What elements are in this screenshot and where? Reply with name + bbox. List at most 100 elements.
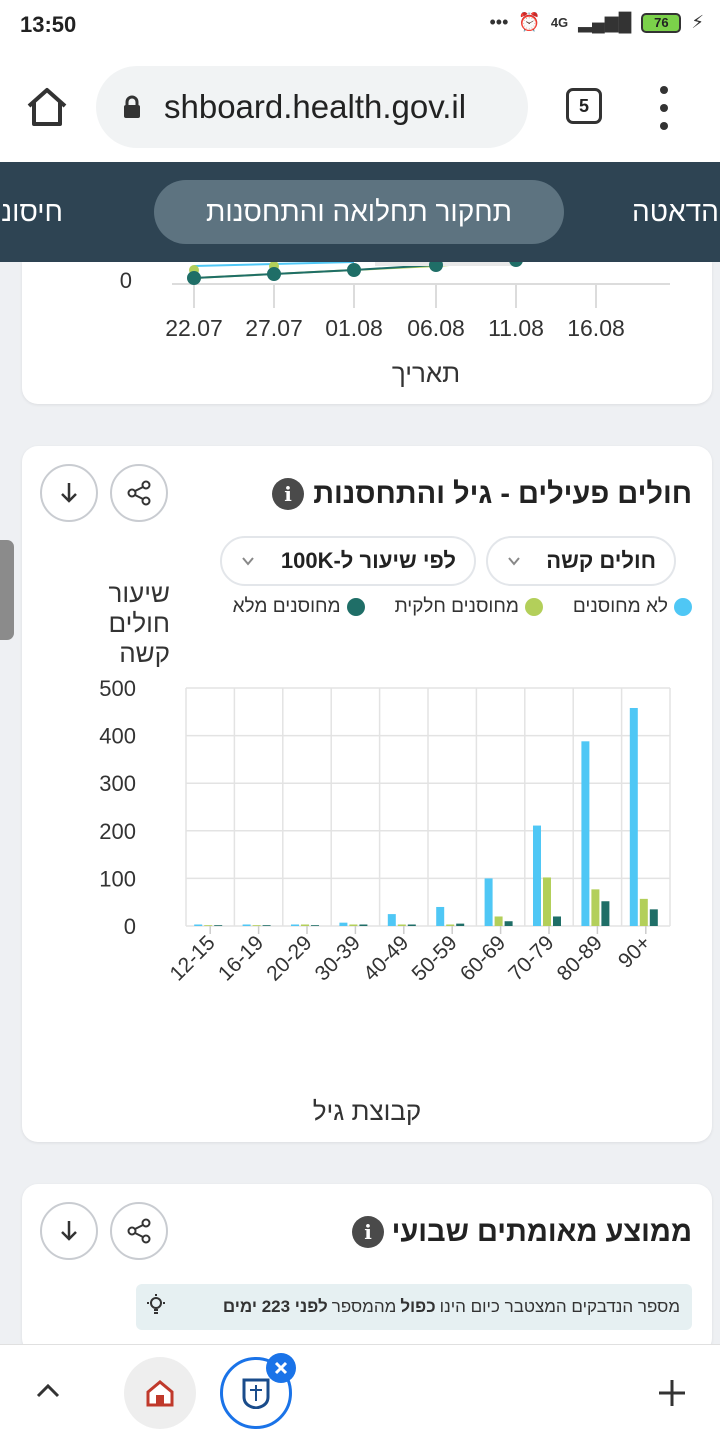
bar <box>446 924 455 926</box>
rate-dropdown-label: לפי שיעור ל-100K <box>280 548 456 573</box>
info-icon[interactable]: i <box>272 478 304 510</box>
tab-thumbnail-store[interactable] <box>124 1357 196 1429</box>
bar <box>436 906 445 926</box>
bar <box>533 825 541 926</box>
nav-item-vaccinations[interactable]: חיסוני <box>0 196 63 227</box>
bar <box>387 914 396 926</box>
lock-icon <box>124 95 140 118</box>
x-tick-label: 11.08 <box>488 315 544 341</box>
metric-dropdown-label: חולים קשה <box>546 548 656 573</box>
insight-tip: מספר הנדבקים המצטבר כיום הינו כפול מהמספ… <box>136 1284 692 1330</box>
bar <box>194 924 203 926</box>
bar <box>252 925 261 926</box>
new-tab-plus-icon[interactable] <box>656 1377 688 1409</box>
lightbulb-icon <box>144 1293 168 1322</box>
download-button[interactable] <box>40 1202 98 1260</box>
address-bar[interactable]: shboard.health.gov.il <box>96 66 528 148</box>
chevron-up-icon[interactable] <box>34 1381 62 1401</box>
bar <box>214 925 223 926</box>
close-tab-button[interactable] <box>266 1353 296 1383</box>
x-axis-label: תאריך <box>392 358 460 388</box>
x-tick-label: 20-29 <box>262 931 316 985</box>
x-tick-label: 12-15 <box>165 931 219 985</box>
y-tick-label: 0 <box>120 268 132 293</box>
nav-item-active[interactable]: תחקור תחלואה והתחסנות <box>154 180 564 244</box>
tip-mid-text: מהמספר <box>331 1297 397 1316</box>
bar <box>543 877 551 926</box>
bar <box>484 878 493 926</box>
battery-icon: 76 <box>641 12 682 33</box>
download-arrow-icon <box>61 1221 77 1241</box>
x-tick-label: 06.08 <box>407 315 465 341</box>
browser-toolbar: shboard.health.gov.il 5 <box>0 54 720 162</box>
x-tick-label: 90+ <box>614 931 655 972</box>
x-tick-label: 40-49 <box>359 931 413 985</box>
y-tick-label: 100 <box>99 866 136 891</box>
overflow-menu-icon[interactable] <box>654 86 674 130</box>
full-line <box>193 262 501 279</box>
bar <box>301 924 309 926</box>
charging-icon: ⚡ <box>691 12 704 32</box>
bar <box>601 901 610 926</box>
close-icon <box>274 1361 288 1375</box>
data-point <box>429 262 443 272</box>
y-tick-label: 500 <box>99 676 136 701</box>
card-title: ממוצע מאומתים שבועי <box>391 1216 692 1248</box>
site-navigation: חיסוני תחקור תחלואה והתחסנות הדאטה <box>0 162 720 262</box>
url-text: shboard.health.gov.il <box>164 88 467 125</box>
x-tick-label: 01.08 <box>325 315 383 341</box>
bar <box>456 923 465 926</box>
share-icon <box>127 1218 151 1244</box>
tab-thumbnail-health[interactable] <box>220 1357 292 1429</box>
health-ministry-logo-icon <box>242 1378 270 1409</box>
bar <box>639 898 648 926</box>
tip-text: מספר הנדבקים המצטבר כיום הינו <box>439 1297 680 1316</box>
bar <box>629 707 638 926</box>
download-button[interactable] <box>40 464 98 522</box>
alarm-icon: ⏰ <box>518 12 541 32</box>
x-tick-label: 80-89 <box>553 931 607 985</box>
line-chart-fragment: 0 22.07 27.07 01.08 06.08 11.08 16.08 תא… <box>120 262 670 388</box>
metric-dropdown[interactable]: חולים קשה <box>486 536 676 586</box>
scrollbar-thumb[interactable] <box>0 540 14 640</box>
bar <box>397 924 406 926</box>
bar <box>591 889 600 926</box>
x-tick-label: 22.07 <box>165 315 223 341</box>
y-tick-label: 300 <box>99 771 136 796</box>
bar <box>262 925 271 926</box>
bar <box>581 741 590 926</box>
rate-dropdown[interactable]: לפי שיעור ל-100K <box>220 536 476 586</box>
legend-item-partial[interactable]: מחוסנים חלקית <box>395 596 543 618</box>
info-icon[interactable]: i <box>352 1216 384 1248</box>
share-button[interactable] <box>110 1202 168 1260</box>
weekly-average-card: ממוצע מאומתים שבועי i מספר הנדבקים המצטב… <box>22 1184 712 1354</box>
store-logo-icon <box>146 1380 174 1407</box>
bar-chart: 0 100 200 300 400 500 12-1516-1920-2930-3940-4… <box>99 676 671 986</box>
x-tick-label: 16.08 <box>567 315 625 341</box>
tab-switcher-button[interactable]: 5 <box>566 88 602 124</box>
chevron-down-icon <box>508 557 520 566</box>
legend-item-full[interactable]: מחוסנים מלא <box>233 596 365 618</box>
x-tick-label: 50-59 <box>407 931 461 985</box>
bar <box>407 924 416 926</box>
nav-item-data[interactable]: הדאטה <box>632 196 719 227</box>
share-button[interactable] <box>110 464 168 522</box>
bar <box>291 924 299 926</box>
signal-icon: ▂▄▆█ <box>578 12 632 32</box>
status-icons: ••• ⏰ 4G ▂▄▆█ 76 ⚡ <box>489 12 704 33</box>
chart-legend: לא מחוסנים מחוסנים חלקית מחוסנים מלא <box>233 596 692 618</box>
x-tick-label: 16-19 <box>214 931 268 985</box>
x-tick-label: 27.07 <box>245 315 303 341</box>
bar <box>553 916 561 926</box>
age-vaccination-card: חולים פעילים - גיל והתחסנות i חולים קשה … <box>22 446 712 1142</box>
y-tick-label: 400 <box>99 724 136 749</box>
legend-item-unvaccinated[interactable]: לא מחוסנים <box>573 596 692 618</box>
status-bar: 13:50 ••• ⏰ 4G ▂▄▆█ 76 ⚡ <box>0 0 720 54</box>
bar <box>339 922 348 926</box>
bar <box>349 924 358 926</box>
data-point <box>509 262 523 267</box>
browser-bottom-bar <box>0 1344 720 1440</box>
home-icon[interactable] <box>24 84 70 130</box>
chevron-down-icon <box>242 557 254 566</box>
bar <box>242 924 251 926</box>
